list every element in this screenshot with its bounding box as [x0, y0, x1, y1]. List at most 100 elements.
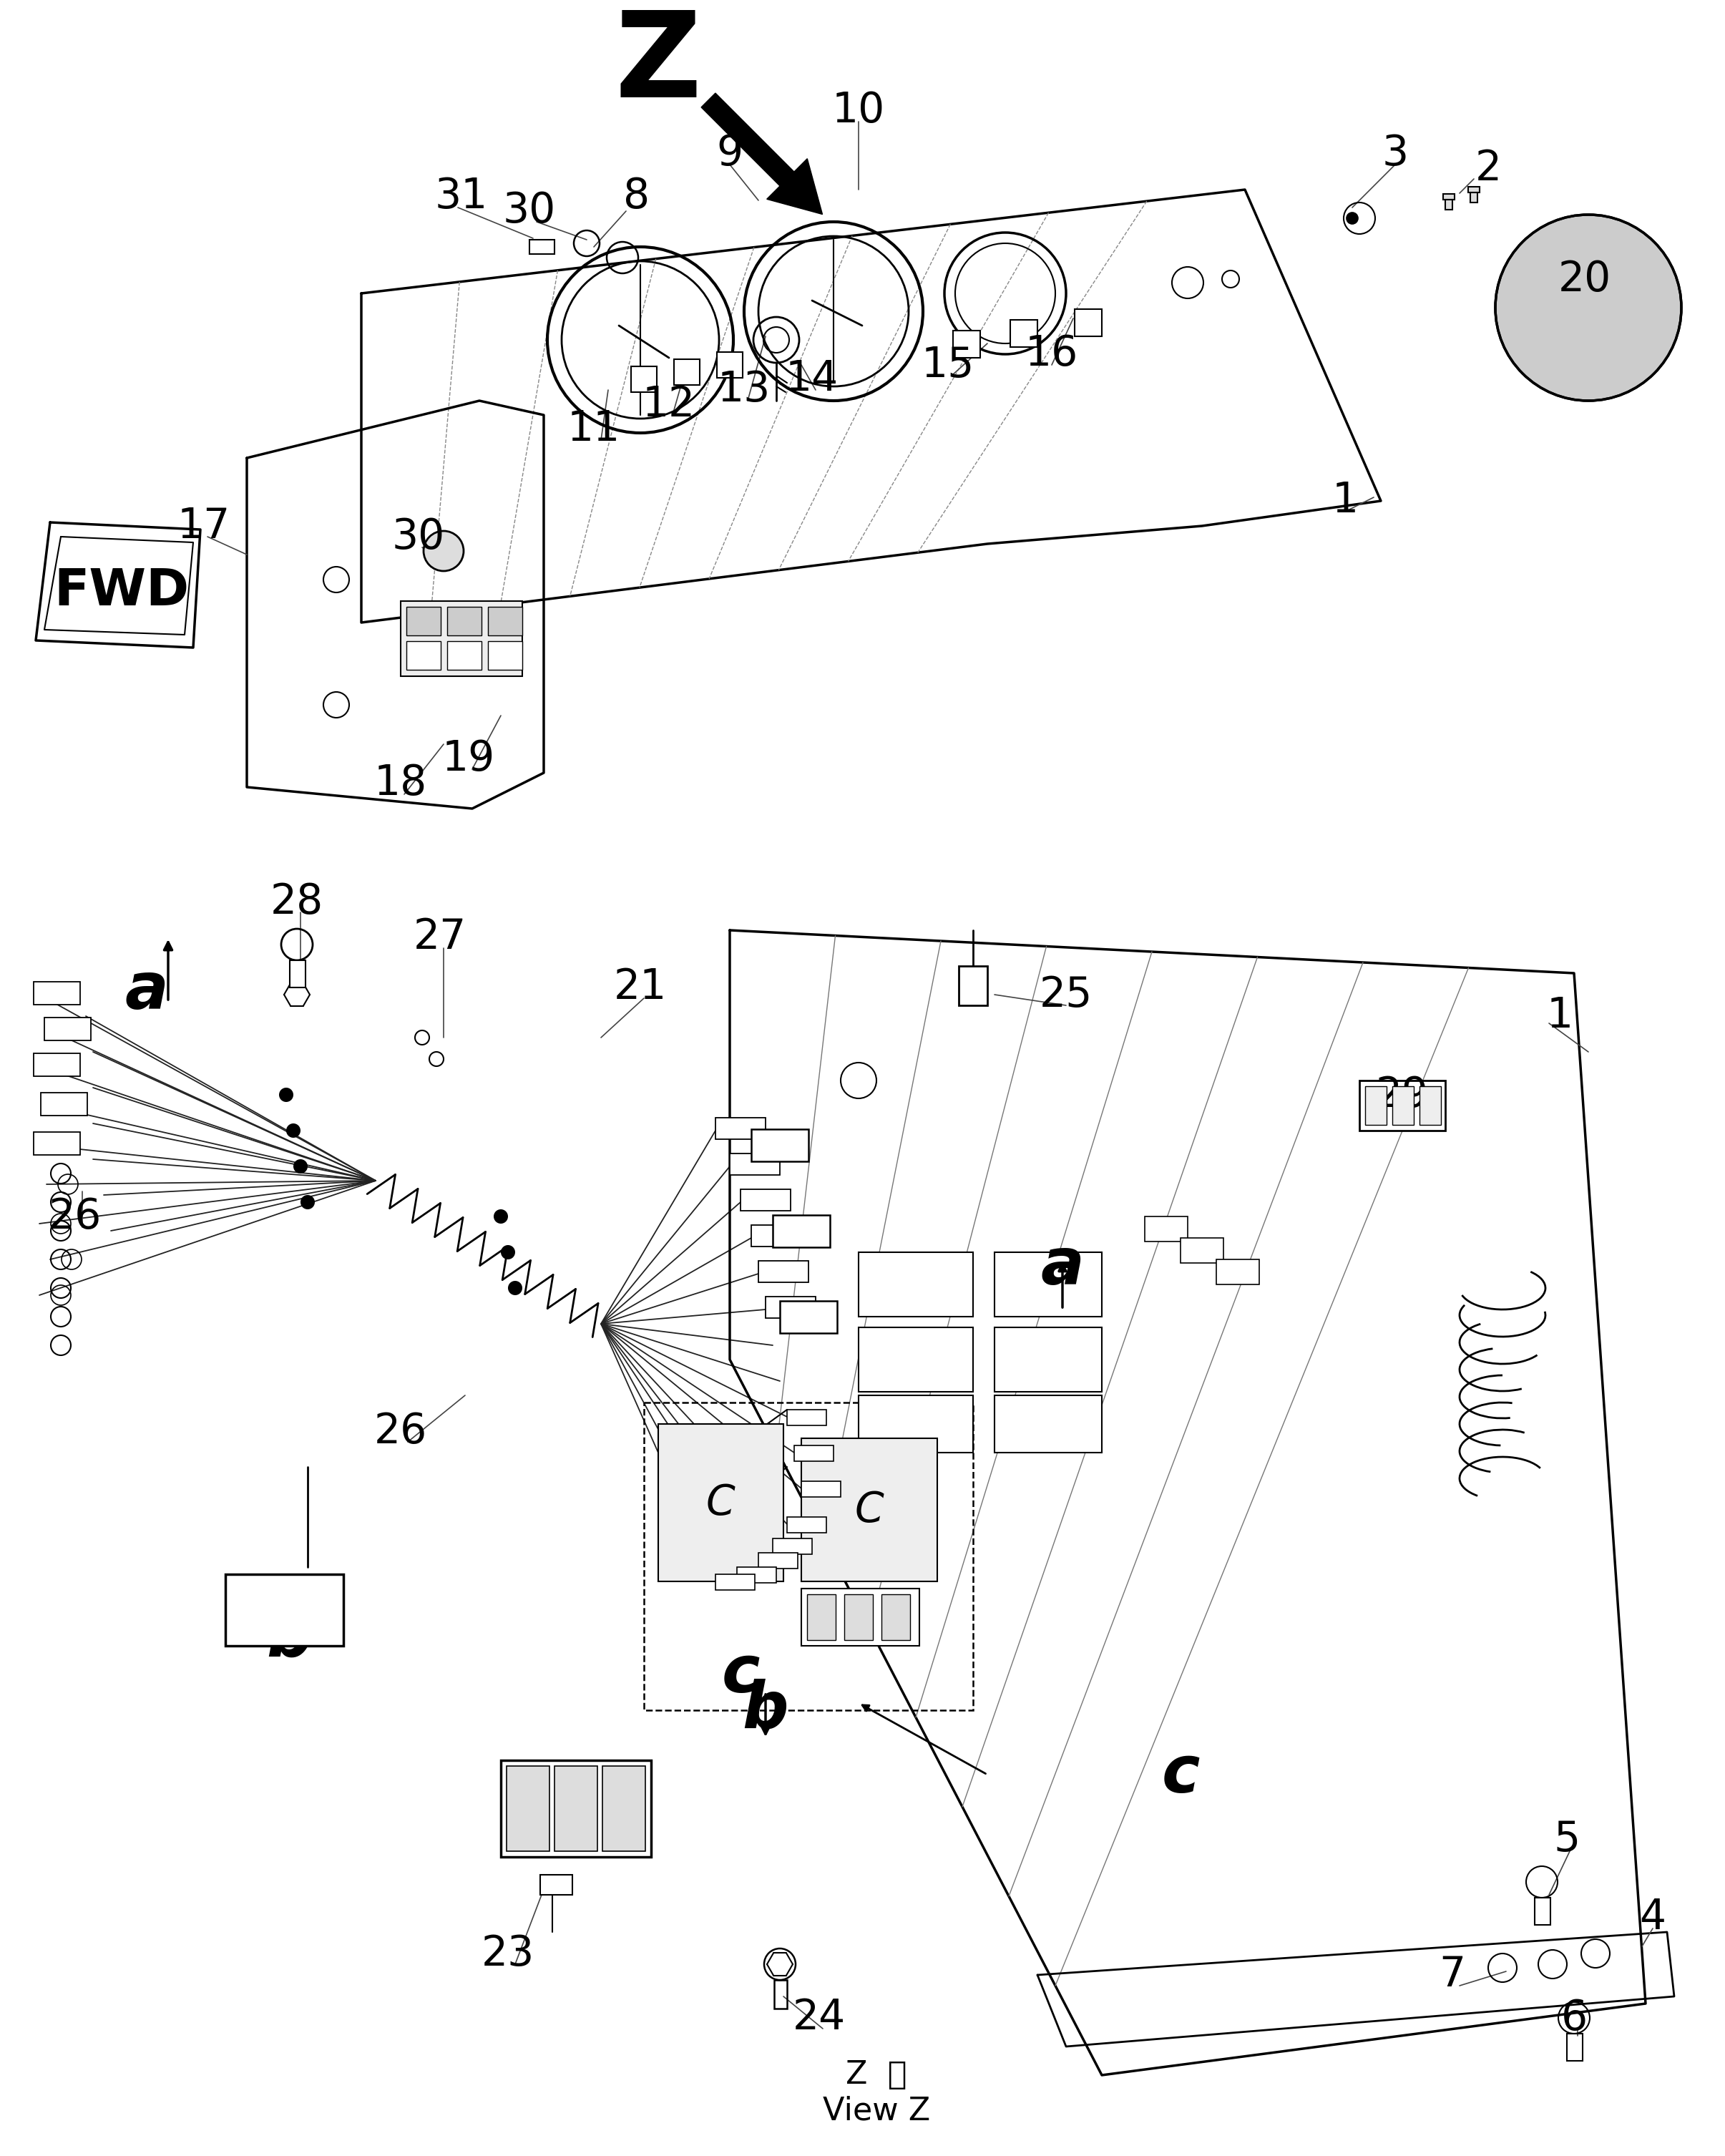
- Bar: [602, 1766, 645, 1852]
- Bar: [488, 606, 523, 636]
- Bar: [312, 1580, 333, 1593]
- Text: 21: 21: [614, 968, 668, 1007]
- Text: 22: 22: [531, 1798, 585, 1837]
- FancyArrow shape: [702, 93, 823, 213]
- Text: 18: 18: [374, 763, 428, 804]
- Bar: [41, 1093, 88, 1115]
- Text: 20: 20: [1558, 259, 1611, 300]
- Text: 14: 14: [785, 358, 838, 399]
- Bar: [802, 1438, 937, 1580]
- Bar: [759, 1261, 809, 1283]
- Text: C: C: [854, 1490, 883, 1531]
- Bar: [1392, 1087, 1414, 1125]
- Bar: [773, 1216, 830, 1246]
- Circle shape: [293, 1160, 307, 1173]
- Bar: [959, 966, 987, 1005]
- Text: 2: 2: [1475, 149, 1501, 188]
- Bar: [1420, 1087, 1440, 1125]
- Text: 31: 31: [435, 177, 488, 218]
- Text: 12: 12: [642, 384, 695, 425]
- Bar: [33, 1054, 79, 1076]
- Bar: [802, 1481, 840, 1496]
- Text: a: a: [1040, 1235, 1085, 1298]
- Bar: [554, 1766, 597, 1852]
- Text: C: C: [706, 1483, 735, 1522]
- Circle shape: [1347, 213, 1358, 224]
- Bar: [659, 1423, 783, 1580]
- Circle shape: [493, 1210, 507, 1225]
- Bar: [859, 1328, 973, 1393]
- Bar: [787, 1410, 826, 1425]
- Text: 29: 29: [1377, 1074, 1428, 1115]
- Bar: [766, 1296, 816, 1317]
- Bar: [447, 640, 481, 671]
- Text: b: b: [267, 1606, 312, 1671]
- Bar: [285, 1580, 305, 1593]
- Bar: [45, 1018, 91, 1041]
- Bar: [740, 1190, 790, 1212]
- Bar: [952, 330, 980, 358]
- Text: 27: 27: [414, 916, 466, 957]
- Bar: [540, 1876, 573, 1895]
- Text: 16: 16: [1025, 334, 1078, 375]
- Bar: [780, 1300, 837, 1332]
- Text: FWD: FWD: [53, 567, 190, 617]
- Text: 1: 1: [1332, 481, 1358, 522]
- Circle shape: [300, 1194, 314, 1210]
- Bar: [1011, 319, 1037, 347]
- Bar: [1359, 1080, 1446, 1130]
- Text: a: a: [124, 959, 169, 1022]
- Bar: [447, 606, 481, 636]
- Text: 28: 28: [271, 882, 324, 923]
- Bar: [716, 1574, 756, 1589]
- Circle shape: [430, 1052, 443, 1067]
- Bar: [844, 1593, 873, 1641]
- Bar: [1566, 2033, 1582, 2061]
- Text: 23: 23: [481, 1934, 535, 1975]
- Bar: [1444, 194, 1454, 201]
- Bar: [400, 602, 523, 677]
- Bar: [33, 981, 79, 1005]
- Text: 7: 7: [1439, 1955, 1466, 1994]
- Text: 9: 9: [716, 134, 743, 175]
- Bar: [1446, 201, 1452, 209]
- Bar: [631, 367, 657, 392]
- Bar: [1216, 1259, 1259, 1285]
- Text: Z: Z: [616, 6, 702, 123]
- Bar: [752, 1130, 809, 1162]
- Bar: [1145, 1216, 1189, 1242]
- Text: 6: 6: [1561, 1996, 1587, 2037]
- Bar: [752, 1225, 802, 1246]
- Circle shape: [1496, 216, 1682, 401]
- Text: Z  視: Z 視: [845, 2059, 907, 2091]
- Bar: [787, 1518, 826, 1533]
- Text: 26: 26: [374, 1410, 428, 1451]
- Text: 13: 13: [718, 369, 771, 410]
- Text: c: c: [721, 1643, 759, 1705]
- Bar: [859, 1253, 973, 1317]
- Text: 3: 3: [1382, 134, 1408, 175]
- Bar: [488, 640, 523, 671]
- Text: 1: 1: [1546, 996, 1573, 1037]
- Bar: [995, 1328, 1102, 1393]
- Bar: [859, 1395, 973, 1453]
- Bar: [1075, 308, 1102, 336]
- Bar: [507, 1766, 550, 1852]
- Text: b: b: [742, 1680, 788, 1742]
- Bar: [807, 1593, 835, 1641]
- Bar: [716, 1117, 766, 1138]
- Bar: [775, 1979, 787, 2009]
- Bar: [33, 1132, 79, 1156]
- Bar: [290, 959, 305, 987]
- Text: 17: 17: [178, 505, 231, 545]
- Bar: [530, 239, 554, 254]
- Bar: [1468, 188, 1480, 192]
- Bar: [730, 1153, 780, 1175]
- Bar: [407, 606, 440, 636]
- Text: View Z: View Z: [823, 2096, 930, 2126]
- Bar: [802, 1589, 919, 1645]
- Bar: [718, 351, 743, 377]
- Text: 24: 24: [794, 1996, 845, 2037]
- Bar: [259, 1580, 278, 1593]
- Bar: [231, 1580, 252, 1593]
